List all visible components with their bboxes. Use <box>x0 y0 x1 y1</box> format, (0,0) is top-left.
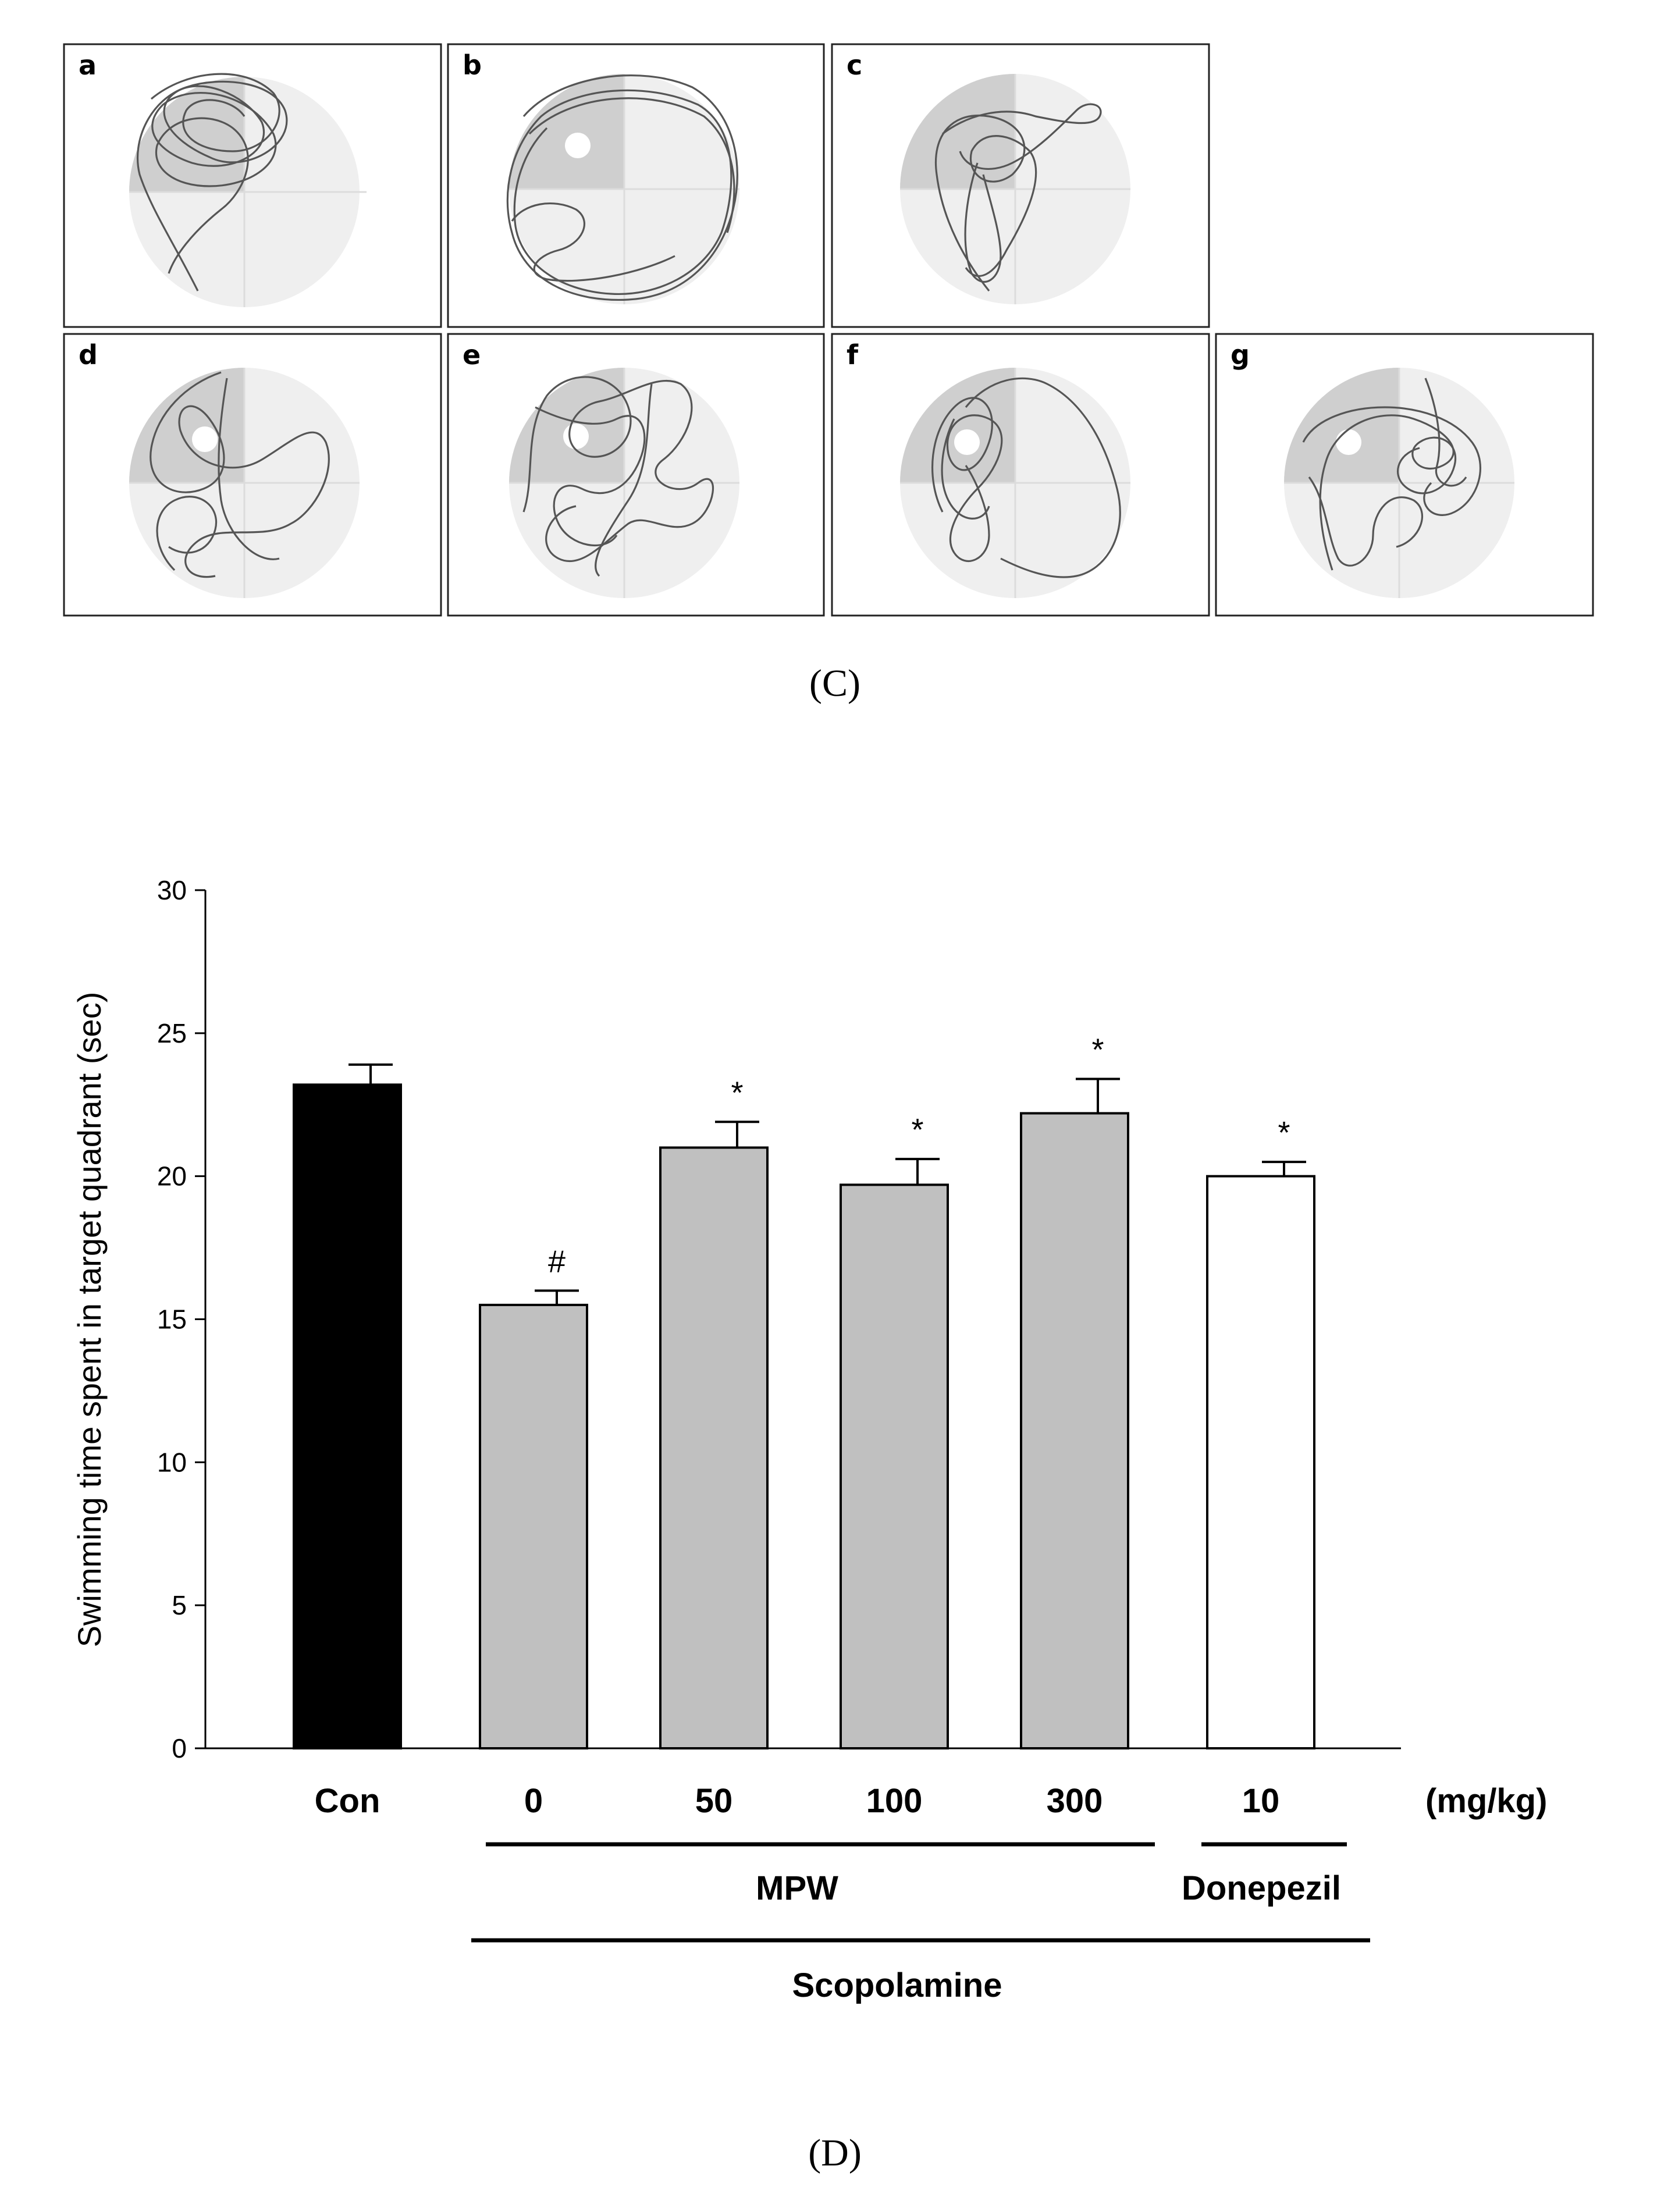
swim-path <box>506 74 738 301</box>
swim-path <box>528 97 735 233</box>
mpw-group-label: MPW <box>756 1869 838 1907</box>
panel-c: a b c <box>63 43 1594 705</box>
target-quadrant <box>129 368 244 483</box>
x-category-label: 50 <box>695 1782 733 1820</box>
y-tick-label: 5 <box>172 1590 187 1620</box>
panel-label-e: e <box>463 339 481 371</box>
bars: # * * * * <box>293 1033 1315 1750</box>
track-panel-f: f <box>831 333 1210 617</box>
swim-path <box>535 406 646 546</box>
swim-path <box>931 397 1003 562</box>
target-quadrant <box>900 74 1015 189</box>
platform-circle <box>563 424 589 449</box>
platform-circle <box>565 133 591 158</box>
bar-Con <box>293 1083 402 1749</box>
swim-path <box>595 383 653 577</box>
x-category-labels: Con 0 50 100 300 10 <box>315 1782 1280 1820</box>
panel-label-b: b <box>463 49 482 81</box>
swim-path <box>150 73 280 152</box>
target-quadrant <box>509 74 624 189</box>
significance-marker: * <box>731 1075 743 1110</box>
significance-marker: # <box>548 1244 566 1279</box>
swim-path <box>1424 378 1467 487</box>
significance-marker: * <box>1278 1115 1290 1150</box>
panel-c-caption: (C) <box>809 662 860 705</box>
y-tick-label: 15 <box>157 1304 187 1335</box>
y-tick-label: 25 <box>157 1018 187 1048</box>
platform-circle <box>192 426 218 452</box>
panel-label-c: c <box>847 49 862 81</box>
swim-path <box>218 378 280 560</box>
y-tick-label: 0 <box>172 1733 187 1763</box>
significance-marker: * <box>911 1112 923 1147</box>
bar-10 <box>1206 1175 1315 1749</box>
y-tick-label: 20 <box>157 1161 187 1192</box>
x-category-label: Con <box>315 1782 380 1820</box>
donepezil-group-label: Donepezil <box>1182 1869 1341 1907</box>
swim-path <box>1319 414 1457 571</box>
y-ticks: 0 5 10 15 20 25 30 <box>157 875 205 1763</box>
target-quadrant <box>509 368 624 483</box>
x-category-label: 100 <box>866 1782 923 1820</box>
bar-300 <box>1020 1112 1129 1749</box>
swim-path <box>137 80 288 291</box>
bar-50 <box>659 1146 769 1749</box>
track-panel-b: b <box>447 43 825 328</box>
panel-d-chart: Swimming time spent in target quadrant (… <box>71 875 1547 2174</box>
swim-path <box>156 496 218 571</box>
swim-path <box>522 376 714 563</box>
track-panel-g: g <box>1215 333 1594 617</box>
swim-path <box>942 103 1102 170</box>
panel-label-a: a <box>79 49 97 81</box>
y-tick-label: 30 <box>157 875 187 905</box>
swim-path <box>1308 476 1424 567</box>
panel-d-caption: (D) <box>808 2132 862 2174</box>
swim-path <box>964 162 1002 283</box>
y-tick-label: 10 <box>157 1447 187 1477</box>
swim-path <box>965 377 1121 578</box>
target-quadrant <box>1284 368 1399 483</box>
panel-label-f: f <box>847 339 859 371</box>
bar-100 <box>840 1183 949 1749</box>
swim-path <box>935 115 1037 291</box>
x-category-label: 300 <box>1047 1782 1103 1820</box>
scopolamine-group-label: Scopolamine <box>792 1966 1002 2004</box>
track-panel-e: e <box>447 333 825 617</box>
platform-circle <box>954 429 980 455</box>
platform-circle <box>1336 429 1361 455</box>
swim-path <box>1302 406 1481 516</box>
target-quadrant <box>900 368 1015 483</box>
bar-0 <box>479 1303 588 1750</box>
y-axis-label: Swimming time spent in target quadrant (… <box>71 992 108 1648</box>
panel-label-g: g <box>1231 339 1250 371</box>
x-category-label: 10 <box>1242 1782 1280 1820</box>
swim-path <box>941 418 990 520</box>
unit-label: (mg/kg) <box>1425 1782 1547 1820</box>
swim-path <box>511 202 675 282</box>
track-panel-a: a <box>63 43 442 328</box>
x-category-label: 0 <box>524 1782 543 1820</box>
panel-label-d: d <box>79 339 98 371</box>
significance-marker: * <box>1091 1033 1104 1068</box>
track-panel-c: c <box>831 43 1210 328</box>
track-panel-d: d <box>63 333 442 617</box>
